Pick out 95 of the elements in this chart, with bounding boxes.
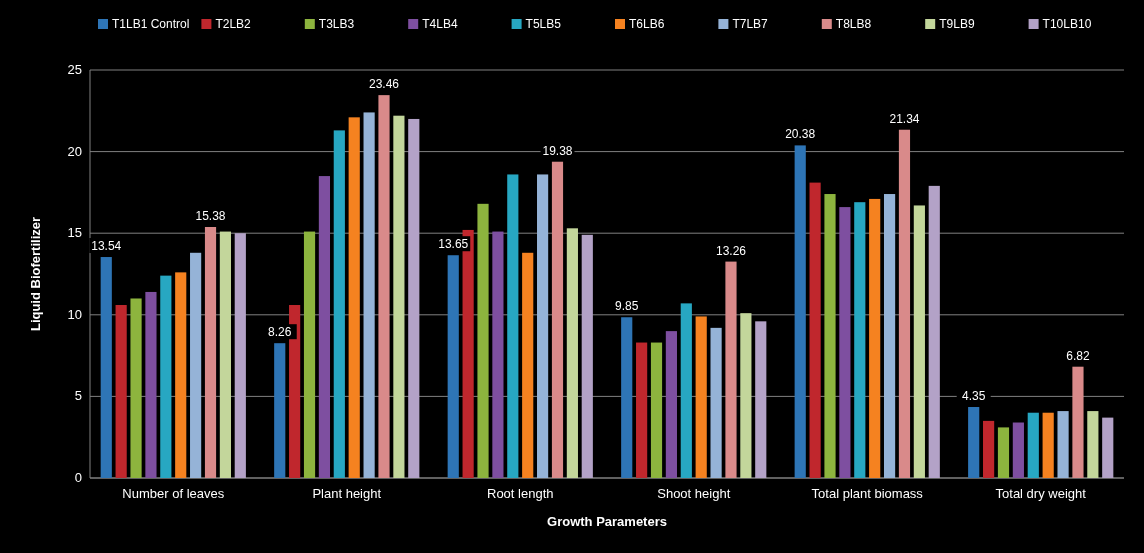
bar	[318, 176, 331, 478]
legend-label: T2LB2	[215, 17, 252, 31]
x-tick-label: Shoot height	[657, 486, 731, 501]
bar	[824, 194, 836, 478]
x-tick-label: Number of leaves	[122, 486, 225, 501]
data-label: 13.65	[438, 237, 469, 252]
x-tick-label: Total dry weight	[995, 486, 1087, 501]
x-tick-label: Root length	[487, 486, 554, 501]
bar	[378, 95, 390, 478]
bar	[968, 407, 980, 478]
bar	[1057, 411, 1069, 478]
bar	[303, 231, 316, 478]
bar	[160, 275, 172, 478]
data-label: 20.38	[785, 127, 816, 142]
legend-label: T5LB5	[525, 17, 562, 31]
bar	[492, 231, 504, 478]
data-label: 19.38	[542, 143, 573, 158]
bar	[997, 427, 1010, 478]
bar	[650, 342, 663, 478]
bar	[913, 205, 925, 478]
y-tick-label: 15	[67, 225, 82, 241]
bar	[1087, 411, 1099, 478]
bar	[740, 313, 752, 478]
bar	[477, 203, 489, 478]
data-label: 13.26	[715, 243, 747, 258]
y-tick-label: 25	[67, 62, 82, 77]
data-label: 6.82	[1066, 348, 1090, 363]
bar	[1102, 417, 1114, 478]
y-axis-title: Liquid Biofertilizer	[28, 216, 43, 332]
bar	[695, 316, 707, 478]
legend-label: T9LB9	[939, 17, 975, 31]
data-label: 9.85	[615, 299, 639, 314]
bar	[755, 321, 767, 478]
bar	[928, 185, 940, 478]
bar	[333, 130, 345, 478]
bar	[854, 202, 866, 478]
bar	[898, 129, 911, 478]
bar	[145, 291, 157, 478]
bar	[551, 161, 564, 478]
bar	[507, 174, 519, 478]
bar	[566, 228, 578, 478]
bar	[636, 342, 648, 478]
bar	[1072, 366, 1084, 478]
legend-label: T8LB8	[835, 17, 872, 31]
bar	[839, 207, 851, 478]
bar	[1042, 412, 1054, 478]
bar	[665, 331, 677, 478]
bar	[883, 194, 896, 478]
bar	[621, 317, 633, 478]
bar	[447, 255, 459, 478]
bar	[522, 252, 534, 478]
bar	[393, 115, 405, 478]
bar	[115, 305, 127, 478]
bar	[348, 117, 360, 478]
legend-label: T10LB10	[1042, 17, 1092, 31]
x-axis-title: Growth Parameters	[547, 514, 667, 529]
data-label: 15.38	[195, 209, 226, 223]
bar	[1027, 412, 1039, 478]
bar	[234, 233, 246, 478]
bar	[680, 303, 692, 478]
bar	[363, 112, 375, 478]
data-label: 13.54	[91, 239, 122, 254]
bar	[408, 118, 420, 478]
bar	[274, 343, 286, 478]
bar	[869, 198, 881, 478]
bar	[725, 261, 737, 478]
y-tick-label: 0	[74, 470, 82, 485]
bar	[100, 257, 112, 478]
x-tick-label: Total plant biomass	[811, 486, 924, 501]
y-tick-label: 10	[67, 306, 82, 322]
y-tick-label: 5	[74, 388, 82, 404]
bar	[581, 234, 593, 478]
bar	[983, 420, 995, 478]
legend-label: T3LB3	[318, 17, 355, 31]
legend-label: T4LB4	[422, 17, 458, 31]
data-label: 4.35	[962, 389, 986, 404]
bar	[794, 145, 806, 478]
bar	[537, 174, 549, 478]
bar	[710, 327, 722, 478]
data-label: 8.26	[268, 325, 292, 340]
y-tick-label: 20	[67, 143, 82, 159]
bar	[219, 231, 231, 478]
bar	[130, 298, 142, 478]
data-label: 21.34	[889, 111, 920, 126]
legend-label: T7LB7	[732, 17, 769, 31]
x-tick-label: Plant height	[312, 486, 382, 501]
bar	[1012, 422, 1024, 478]
bar	[175, 272, 187, 478]
legend-label: T6LB6	[629, 17, 665, 31]
bar	[204, 227, 217, 478]
legend-label: T1LB1 Control	[112, 17, 190, 31]
bar	[809, 182, 821, 478]
bar	[289, 305, 301, 478]
bar	[190, 252, 202, 478]
data-label: 23.46	[368, 77, 400, 92]
